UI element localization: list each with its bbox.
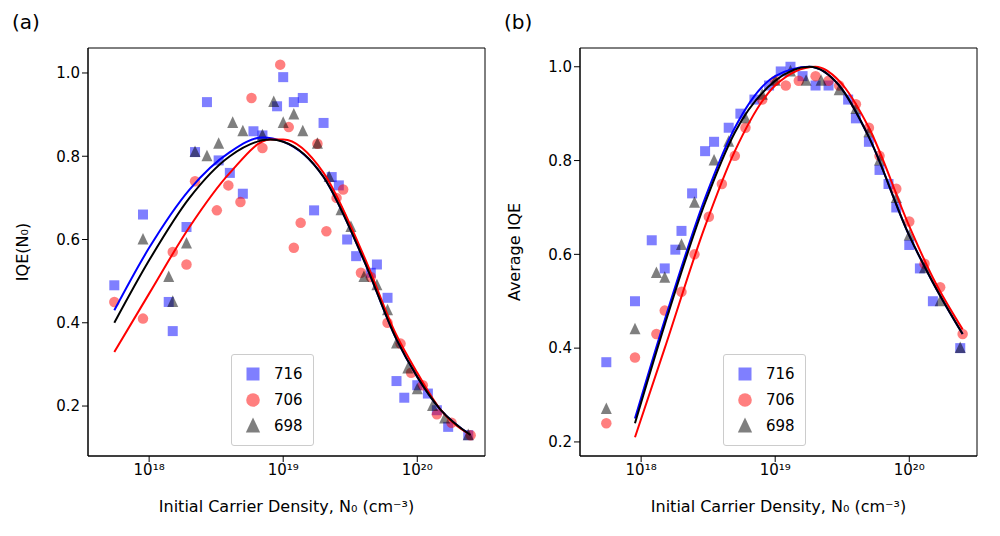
svg-text:1.0: 1.0 <box>56 64 80 82</box>
svg-text:10¹⁹: 10¹⁹ <box>268 461 299 479</box>
svg-text:10²⁰: 10²⁰ <box>894 461 925 479</box>
svg-text:10¹⁸: 10¹⁸ <box>626 461 657 479</box>
html-text:716: 716 <box>273 365 303 383</box>
svg-text:10¹⁸: 10¹⁸ <box>134 461 165 479</box>
html-text:(b): (b) <box>504 10 533 34</box>
svg-text:Average IQE: Average IQE <box>505 203 524 301</box>
svg-text:10²⁰: 10²⁰ <box>402 461 433 479</box>
svg-text:0.6: 0.6 <box>56 231 80 249</box>
svg-text:0.8: 0.8 <box>548 152 572 170</box>
svg-text:0.6: 0.6 <box>548 246 572 264</box>
svg-text:1.0: 1.0 <box>548 58 572 76</box>
svg-text:0.2: 0.2 <box>56 397 80 415</box>
html-text:706: 706 <box>273 391 303 409</box>
svg-text:0.2: 0.2 <box>548 433 572 451</box>
svg-text:0.8: 0.8 <box>56 148 80 166</box>
html-text:698: 698 <box>273 417 303 435</box>
svg-text:10¹⁹: 10¹⁹ <box>760 461 791 479</box>
html-text:706: 706 <box>765 391 795 409</box>
html-text:(a): (a) <box>12 10 40 34</box>
svg-text:0.4: 0.4 <box>548 339 572 357</box>
html-text:698: 698 <box>765 417 795 435</box>
svg-text:IQE(N₀): IQE(N₀) <box>13 223 32 281</box>
svg-text:Initial Carrier Density, N₀ (c: Initial Carrier Density, N₀ (cm⁻³) <box>159 497 414 516</box>
svg-text:Initial Carrier Density, N₀ (c: Initial Carrier Density, N₀ (cm⁻³) <box>651 497 906 516</box>
html-text:716: 716 <box>765 365 795 383</box>
svg-text:0.4: 0.4 <box>56 314 80 332</box>
